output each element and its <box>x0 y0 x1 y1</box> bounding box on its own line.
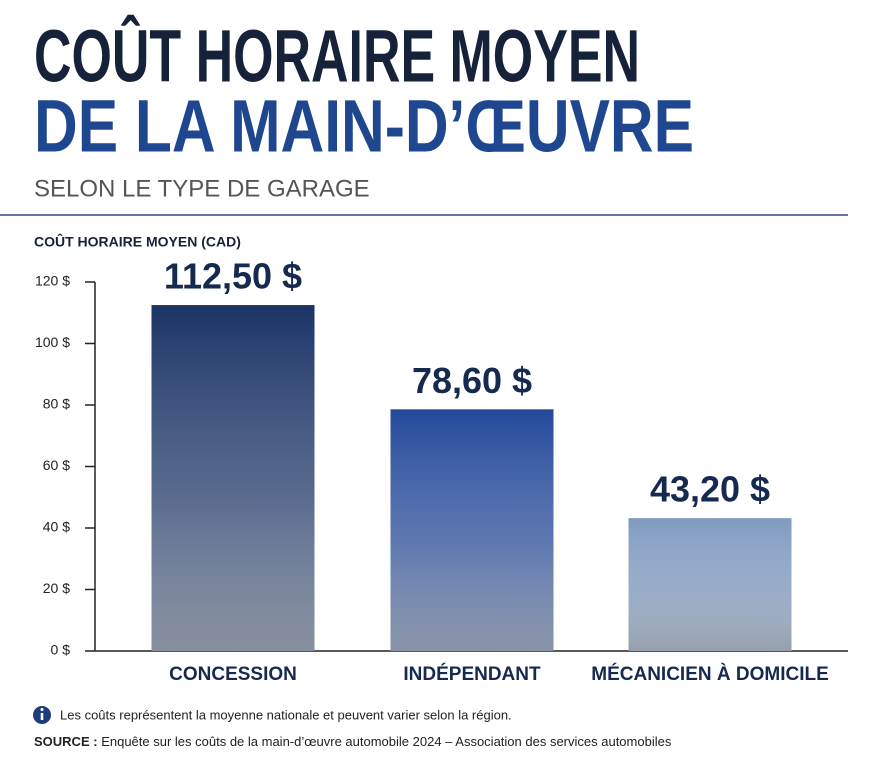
y-tick-label: 100 $ <box>35 334 70 350</box>
source-label: SOURCE : <box>34 734 98 749</box>
title-line: COÛT HORAIRE MOYEN <box>34 15 640 98</box>
value-label: 112,50 $ <box>164 256 302 297</box>
y-tick-label: 80 $ <box>43 396 70 412</box>
bar-shade <box>390 409 554 651</box>
value-label: 78,60 $ <box>412 360 532 401</box>
y-axis-label: COÛT HORAIRE MOYEN (CAD) <box>34 233 241 250</box>
note-icon <box>33 706 51 724</box>
y-tick-label: 120 $ <box>35 273 70 289</box>
value-label: 43,20 $ <box>650 469 770 510</box>
y-tick-label: 40 $ <box>43 519 70 535</box>
note: Les coûts représentent la moyenne nation… <box>60 707 512 722</box>
bar-shade <box>628 518 792 651</box>
x-tick-label: INDÉPENDANT <box>403 663 541 685</box>
y-tick-label: 20 $ <box>43 580 70 596</box>
source-text: Enquête sur les coûts de la main-d’œuvre… <box>101 734 672 749</box>
bar-shade <box>151 305 315 651</box>
x-tick-label: MÉCANICIEN À DOMICILE <box>591 663 829 685</box>
y-tick-label: 60 $ <box>43 457 70 473</box>
source: SOURCE : Enquête sur les coûts de la mai… <box>34 734 672 749</box>
title-line: DE LA MAIN-D’ŒUVRE <box>34 85 694 168</box>
subtitle: SELON LE TYPE DE GARAGE <box>34 175 370 202</box>
x-tick-label: CONCESSION <box>169 664 297 685</box>
y-tick-label: 0 $ <box>51 642 71 658</box>
